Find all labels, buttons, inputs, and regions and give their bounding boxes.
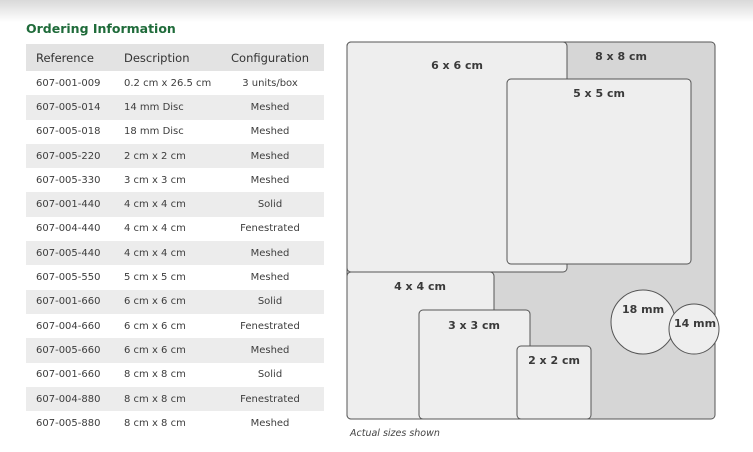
table-row: 607-005-880 8 cm x 8 cm Meshed [26,411,324,435]
cell-description: 4 cm x 4 cm [114,192,216,217]
table-row: 607-001-660 6 cm x 6 cm Solid [26,289,324,314]
cell-description: 8 cm x 8 cm [124,369,186,381]
size-5x5-label: 5 x 5 cm [573,87,625,100]
table-body: 607-001-009 0.2 cm x 26.5 cm 3 units/box 60… [26,71,324,435]
section-title: Ordering Information [26,21,176,36]
cell-description: 4 cm x 4 cm [114,241,216,266]
table-row: 607-005-014 14 mm Disc Meshed [26,95,324,120]
table-row: 607-005-330 3 cm x 3 cm Meshed [26,168,324,192]
disc-14mm [668,303,720,355]
cell-reference: 607-005-660 [26,338,114,363]
table-row: 607-004-880 8 cm x 8 cm Fenestrated [26,386,324,412]
cell-configuration: Fenestrated [240,320,300,332]
disc-18mm [610,289,676,355]
cell-configuration: Fenestrated [216,386,324,412]
table-row: 607-005-220 2 cm x 2 cm Meshed [26,143,324,169]
cell-reference: 607-001-660 [36,369,101,381]
cell-description: 6 cm x 6 cm [114,289,216,314]
cell-description: 0.2 cm x 26.5 cm [124,77,212,89]
cell-reference: 607-005-220 [26,143,114,169]
cell-description: 8 cm x 8 cm [124,417,186,429]
size-4x4-label: 4 x 4 cm [394,280,446,293]
cell-description: 8 cm x 8 cm [114,386,216,412]
header-description: Description [114,44,216,71]
table-row: 607-004-660 6 cm x 6 cm Fenestrated [26,314,324,338]
size-2x2-label: 2 x 2 cm [528,354,580,367]
ordering-table: Reference Description Configuration 607-… [26,44,324,435]
disc-18mm-label: 18 mm [622,303,664,316]
cell-configuration: Meshed [250,272,290,284]
cell-reference: 607-004-440 [36,223,101,235]
size-2x2-square [516,345,592,420]
cell-description: 6 cm x 6 cm [124,320,186,332]
table-row: 607-005-440 4 cm x 4 cm Meshed [26,241,324,266]
cell-configuration: Meshed [216,241,324,266]
cell-reference: 607-004-660 [36,320,101,332]
header-reference: Reference [26,44,114,71]
cell-description: 5 cm x 5 cm [124,272,186,284]
cell-reference: 607-001-440 [26,192,114,217]
cell-reference: 607-001-660 [26,289,114,314]
cell-configuration: Solid [257,369,283,381]
cell-configuration: Fenestrated [240,223,300,235]
cell-configuration: Solid [216,289,324,314]
header-configuration: Configuration [216,44,324,71]
cell-reference: 607-005-018 [36,126,101,138]
cell-configuration: Meshed [250,417,290,429]
cell-description: 18 mm Disc [124,126,184,138]
cell-configuration: Meshed [250,174,290,186]
size-6x6-label: 6 x 6 cm [431,59,483,72]
size-3x3-label: 3 x 3 cm [448,319,500,332]
cell-reference: 607-004-880 [26,386,114,412]
cell-description: 4 cm x 4 cm [124,223,186,235]
table-row: 607-004-440 4 cm x 4 cm Fenestrated [26,217,324,241]
cell-configuration: 3 units/box [242,77,298,89]
cell-reference: 607-001-009 [36,77,101,89]
size-8x8-label: 8 x 8 cm [595,50,647,63]
cell-reference: 607-005-330 [36,174,101,186]
top-gradient-band [0,0,753,22]
size-5x5-square [506,78,692,265]
cell-configuration: Meshed [216,95,324,120]
table-header-row: Reference Description Configuration [26,44,324,71]
caption-actual-sizes: Actual sizes shown [350,428,440,439]
cell-reference: 607-005-880 [36,417,101,429]
cell-description: 6 cm x 6 cm [114,338,216,363]
cell-reference: 607-005-014 [26,95,114,120]
table-row: 607-005-550 5 cm x 5 cm Meshed [26,265,324,289]
disc-14mm-label: 14 mm [674,317,716,330]
cell-configuration: Meshed [216,143,324,169]
cell-configuration: Solid [216,192,324,217]
cell-configuration: Meshed [216,338,324,363]
table-row: 607-005-660 6 cm x 6 cm Meshed [26,338,324,363]
cell-configuration: Meshed [250,126,290,138]
table-row: 607-001-009 0.2 cm x 26.5 cm 3 units/box [26,71,324,95]
table-row: 607-001-660 8 cm x 8 cm Solid [26,363,324,387]
table-row: 607-001-440 4 cm x 4 cm Solid [26,192,324,217]
cell-description: 3 cm x 3 cm [124,174,186,186]
cell-reference: 607-005-550 [36,272,101,284]
cell-description: 2 cm x 2 cm [114,143,216,169]
cell-description: 14 mm Disc [114,95,216,120]
table-row: 607-005-018 18 mm Disc Meshed [26,120,324,144]
cell-reference: 607-005-440 [26,241,114,266]
